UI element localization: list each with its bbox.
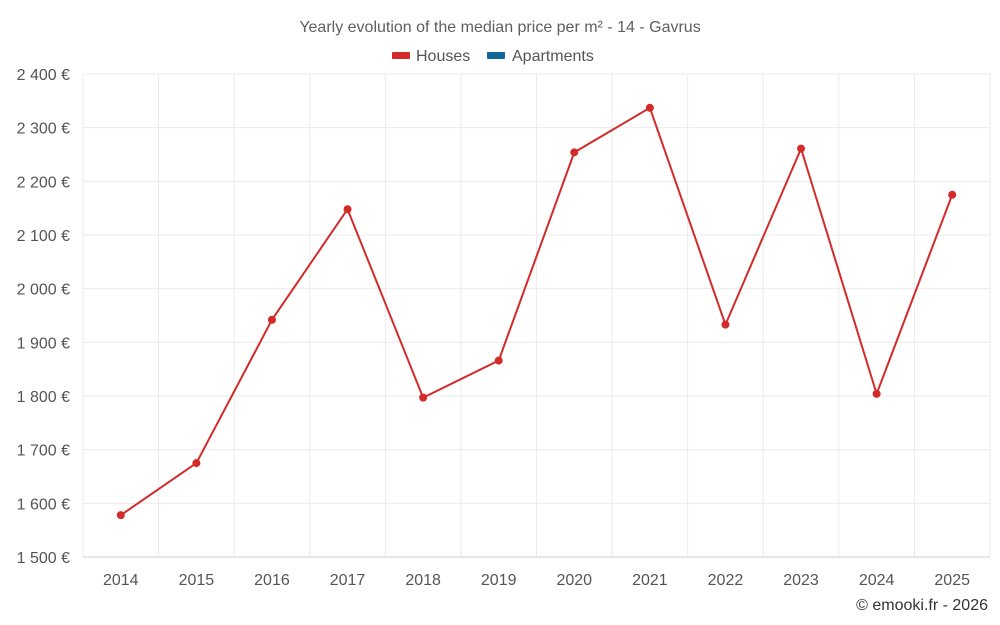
x-tick-label: 2019 [481, 572, 517, 589]
data-point-houses[interactable] [872, 389, 881, 398]
y-tick-label: 2 400 € [17, 67, 70, 84]
grid-lines [82, 73, 991, 558]
x-tick-label: 2016 [254, 572, 290, 589]
y-tick-label: 2 200 € [17, 174, 70, 191]
data-point-houses[interactable] [948, 190, 957, 199]
data-point-houses[interactable] [721, 320, 730, 329]
y-axis: 1 500 € 1 600 € 1 700 € 1 800 € 1 900 € 2 000… [17, 67, 70, 567]
y-tick-label: 1 500 € [17, 550, 70, 567]
data-point-houses[interactable] [494, 356, 503, 365]
x-tick-label: 2018 [405, 572, 441, 589]
data-point-houses[interactable] [116, 511, 125, 520]
data-point-houses[interactable] [797, 144, 806, 153]
x-tick-label: 2015 [179, 572, 215, 589]
data-point-houses[interactable] [645, 103, 654, 112]
legend-swatch-houses [392, 52, 410, 59]
legend: Houses Apartments [392, 48, 594, 65]
y-tick-label: 1 600 € [17, 496, 70, 513]
x-axis: 2014 2015 2016 2017 2018 2019 2020 2021 2022 2023… [103, 572, 970, 589]
data-point-houses[interactable] [343, 205, 352, 214]
data-point-houses[interactable] [419, 393, 428, 402]
y-tick-label: 1 700 € [17, 443, 70, 460]
y-tick-label: 2 300 € [17, 121, 70, 138]
x-tick-label: 2014 [103, 572, 139, 589]
x-tick-label: 2020 [556, 572, 592, 589]
y-tick-label: 1 800 € [17, 389, 70, 406]
data-point-houses[interactable] [570, 148, 579, 157]
credit-text: © emooki.fr - 2026 [856, 597, 988, 614]
x-tick-label: 2021 [632, 572, 668, 589]
chart-title: Yearly evolution of the median price per… [299, 19, 700, 36]
y-tick-label: 2 000 € [17, 282, 70, 299]
y-tick-label: 2 100 € [17, 228, 70, 245]
data-point-houses[interactable] [192, 459, 201, 468]
data-point-houses[interactable] [267, 315, 276, 324]
x-tick-label: 2024 [859, 572, 895, 589]
legend-item-apartments[interactable]: Apartments [512, 48, 594, 65]
x-tick-label: 2023 [783, 572, 819, 589]
x-tick-label: 2017 [330, 572, 366, 589]
x-tick-label: 2025 [934, 572, 970, 589]
series-line-houses [120, 106, 954, 516]
x-tick-label: 2022 [708, 572, 744, 589]
legend-swatch-apartments [487, 52, 505, 59]
y-tick-label: 1 900 € [17, 335, 70, 352]
legend-item-houses[interactable]: Houses [416, 48, 470, 65]
series-layer [116, 103, 957, 520]
